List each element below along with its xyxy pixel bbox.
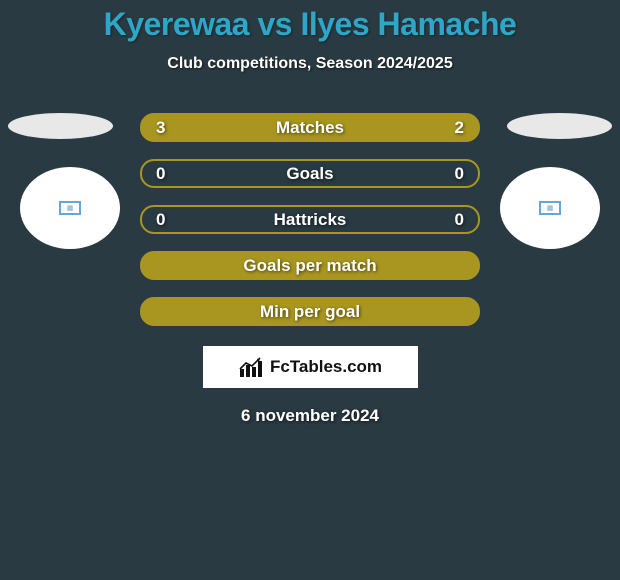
team-badge-icon: ▦ [67, 205, 74, 212]
stat-label: Matches [276, 118, 344, 138]
stat-label: Min per goal [260, 302, 360, 322]
team-badge-left: ▦ [59, 201, 81, 215]
team-badge-right: ▦ [539, 201, 561, 215]
stat-left-value: 0 [156, 210, 165, 230]
stat-left-value: 3 [156, 118, 165, 138]
stat-right-value: 0 [455, 210, 464, 230]
subtitle: Club competitions, Season 2024/2025 [0, 55, 620, 73]
stat-label: Goals [286, 164, 333, 184]
stat-right-value: 0 [455, 164, 464, 184]
stats-area: ▦ ▦ 3 Matches 2 0 Goals 0 0 Hattricks 0 Goals per… [0, 113, 620, 326]
page-title: Kyerewaa vs Ilyes Hamache [0, 6, 620, 43]
player-right-circle: ▦ [500, 167, 600, 249]
player-right-ellipse [507, 113, 612, 139]
stat-bar: Goals per match [140, 251, 480, 280]
team-badge-icon: ▦ [547, 205, 554, 212]
logo-chart-icon [238, 357, 266, 377]
logo-text: FcTables.com [270, 357, 382, 377]
player-left-circle: ▦ [20, 167, 120, 249]
stat-left-value: 0 [156, 164, 165, 184]
stat-bar: Min per goal [140, 297, 480, 326]
logo-box: FcTables.com [203, 346, 418, 388]
stat-label: Goals per match [243, 256, 376, 276]
stat-label: Hattricks [274, 210, 347, 230]
player-left-ellipse [8, 113, 113, 139]
stat-bar: 0 Goals 0 [140, 159, 480, 188]
stat-bar: 3 Matches 2 [140, 113, 480, 142]
stat-bar: 0 Hattricks 0 [140, 205, 480, 234]
stat-right-value: 2 [455, 118, 464, 138]
stat-bars: 3 Matches 2 0 Goals 0 0 Hattricks 0 Goals per mat… [140, 113, 480, 326]
content-container: Kyerewaa vs Ilyes Hamache Club competiti… [0, 0, 620, 580]
date-text: 6 november 2024 [0, 406, 620, 426]
